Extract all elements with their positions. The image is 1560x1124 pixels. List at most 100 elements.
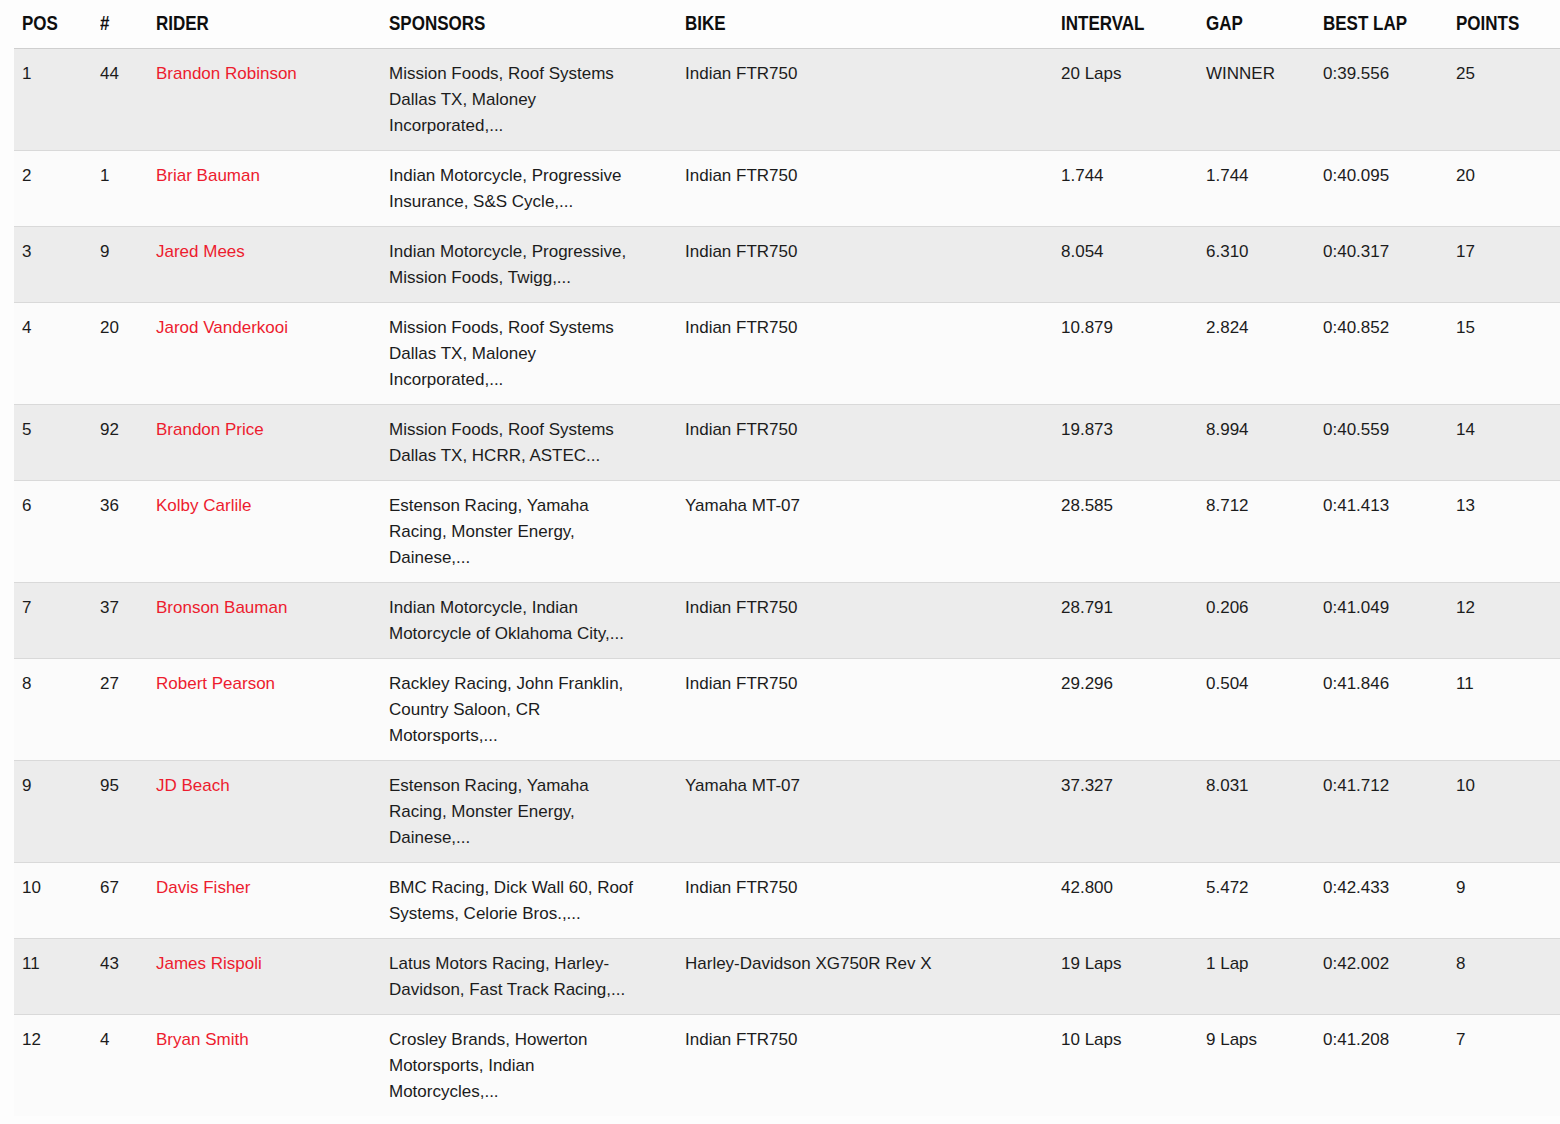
sponsors-text: Rackley Racing, John Franklin, Country S… [389,671,651,749]
results-page: POS # RIDER SPONSORS BIKE INTERVAL GAP B… [0,0,1560,1124]
cell-rider: JD Beach [148,761,381,863]
cell-best-lap: 0:42.433 [1315,863,1448,939]
sponsors-text: Mission Foods, Roof Systems Dallas TX, M… [389,315,651,393]
cell-sponsors: Mission Foods, Roof Systems Dallas TX, M… [381,49,677,151]
cell-rider: Briar Bauman [148,151,381,227]
sponsors-text: Crosley Brands, Howerton Motorsports, In… [389,1027,651,1105]
cell-rider-number: 92 [92,405,148,481]
cell-rider: Bryan Smith [148,1015,381,1117]
cell-rider: Jared Mees [148,227,381,303]
cell-gap: 0.504 [1198,659,1315,761]
rider-link[interactable]: Brandon Robinson [156,64,297,83]
cell-points: 8 [1448,939,1560,1015]
column-header-rider: RIDER [148,0,381,49]
column-header-number-label: # [100,10,109,37]
cell-points: 20 [1448,151,1560,227]
column-header-number: # [92,0,148,49]
cell-interval: 1.744 [1053,151,1198,227]
rider-link[interactable]: James Rispoli [156,954,262,973]
cell-best-lap: 0:40.852 [1315,303,1448,405]
table-row: 9 95 JD Beach Estenson Racing, Yamaha Ra… [14,761,1560,863]
results-table: POS # RIDER SPONSORS BIKE INTERVAL GAP B… [14,0,1560,1116]
rider-link[interactable]: Davis Fisher [156,878,250,897]
cell-bike: Indian FTR750 [677,1015,1053,1117]
table-row: 3 9 Jared Mees Indian Motorcycle, Progre… [14,227,1560,303]
cell-position: 10 [14,863,92,939]
column-header-best-lap: BEST LAP [1315,0,1448,49]
cell-rider-number: 44 [92,49,148,151]
cell-rider-number: 67 [92,863,148,939]
cell-interval: 28.585 [1053,481,1198,583]
sponsors-text: BMC Racing, Dick Wall 60, Roof Systems, … [389,875,651,927]
cell-gap: 0.206 [1198,583,1315,659]
cell-best-lap: 0:40.559 [1315,405,1448,481]
rider-link[interactable]: Kolby Carlile [156,496,251,515]
cell-bike: Yamaha MT-07 [677,481,1053,583]
rider-link[interactable]: Jarod Vanderkooi [156,318,288,337]
cell-position: 5 [14,405,92,481]
cell-position: 4 [14,303,92,405]
cell-gap: 8.031 [1198,761,1315,863]
cell-interval: 42.800 [1053,863,1198,939]
cell-points: 11 [1448,659,1560,761]
rider-link[interactable]: Robert Pearson [156,674,275,693]
rider-link[interactable]: JD Beach [156,776,230,795]
cell-points: 7 [1448,1015,1560,1117]
rider-link[interactable]: Bronson Bauman [156,598,287,617]
cell-rider-number: 37 [92,583,148,659]
cell-rider: Bronson Bauman [148,583,381,659]
cell-sponsors: Indian Motorcycle, Progressive Insurance… [381,151,677,227]
cell-interval: 19 Laps [1053,939,1198,1015]
cell-rider-number: 43 [92,939,148,1015]
sponsors-text: Latus Motors Racing, Harley- Davidson, F… [389,951,651,1003]
cell-sponsors: Estenson Racing, Yamaha Racing, Monster … [381,761,677,863]
column-header-gap: GAP [1198,0,1315,49]
cell-bike: Indian FTR750 [677,49,1053,151]
cell-gap: 2.824 [1198,303,1315,405]
column-header-sponsors-label: SPONSORS [389,10,485,37]
cell-best-lap: 0:42.002 [1315,939,1448,1015]
cell-points: 9 [1448,863,1560,939]
cell-best-lap: 0:41.413 [1315,481,1448,583]
rider-link[interactable]: Briar Bauman [156,166,260,185]
cell-bike: Indian FTR750 [677,405,1053,481]
cell-points: 10 [1448,761,1560,863]
cell-gap: 1 Lap [1198,939,1315,1015]
table-body: 1 44 Brandon Robinson Mission Foods, Roo… [14,49,1560,1117]
cell-position: 8 [14,659,92,761]
cell-bike: Harley-Davidson XG750R Rev X [677,939,1053,1015]
cell-sponsors: Rackley Racing, John Franklin, Country S… [381,659,677,761]
column-header-bike-label: BIKE [685,10,726,37]
column-header-points-label: POINTS [1456,10,1519,37]
column-header-rider-label: RIDER [156,10,209,37]
table-header: POS # RIDER SPONSORS BIKE INTERVAL GAP B… [14,0,1560,49]
cell-sponsors: Indian Motorcycle, Progressive, Mission … [381,227,677,303]
cell-points: 14 [1448,405,1560,481]
cell-points: 13 [1448,481,1560,583]
column-header-interval: INTERVAL [1053,0,1198,49]
cell-rider-number: 1 [92,151,148,227]
sponsors-text: Indian Motorcycle, Progressive Insurance… [389,163,651,215]
column-header-gap-label: GAP [1206,10,1243,37]
cell-gap: 1.744 [1198,151,1315,227]
cell-position: 3 [14,227,92,303]
column-header-points: POINTS [1448,0,1560,49]
cell-bike: Indian FTR750 [677,659,1053,761]
table-row: 8 27 Robert Pearson Rackley Racing, John… [14,659,1560,761]
rider-link[interactable]: Brandon Price [156,420,264,439]
cell-interval: 37.327 [1053,761,1198,863]
sponsors-text: Mission Foods, Roof Systems Dallas TX, M… [389,61,651,139]
cell-rider-number: 9 [92,227,148,303]
rider-link[interactable]: Jared Mees [156,242,245,261]
cell-rider-number: 4 [92,1015,148,1117]
cell-position: 7 [14,583,92,659]
cell-best-lap: 0:41.846 [1315,659,1448,761]
cell-sponsors: Crosley Brands, Howerton Motorsports, In… [381,1015,677,1117]
cell-best-lap: 0:41.049 [1315,583,1448,659]
rider-link[interactable]: Bryan Smith [156,1030,249,1049]
cell-rider: Jarod Vanderkooi [148,303,381,405]
table-row: 5 92 Brandon Price Mission Foods, Roof S… [14,405,1560,481]
cell-gap: WINNER [1198,49,1315,151]
cell-rider: Brandon Price [148,405,381,481]
cell-best-lap: 0:40.095 [1315,151,1448,227]
